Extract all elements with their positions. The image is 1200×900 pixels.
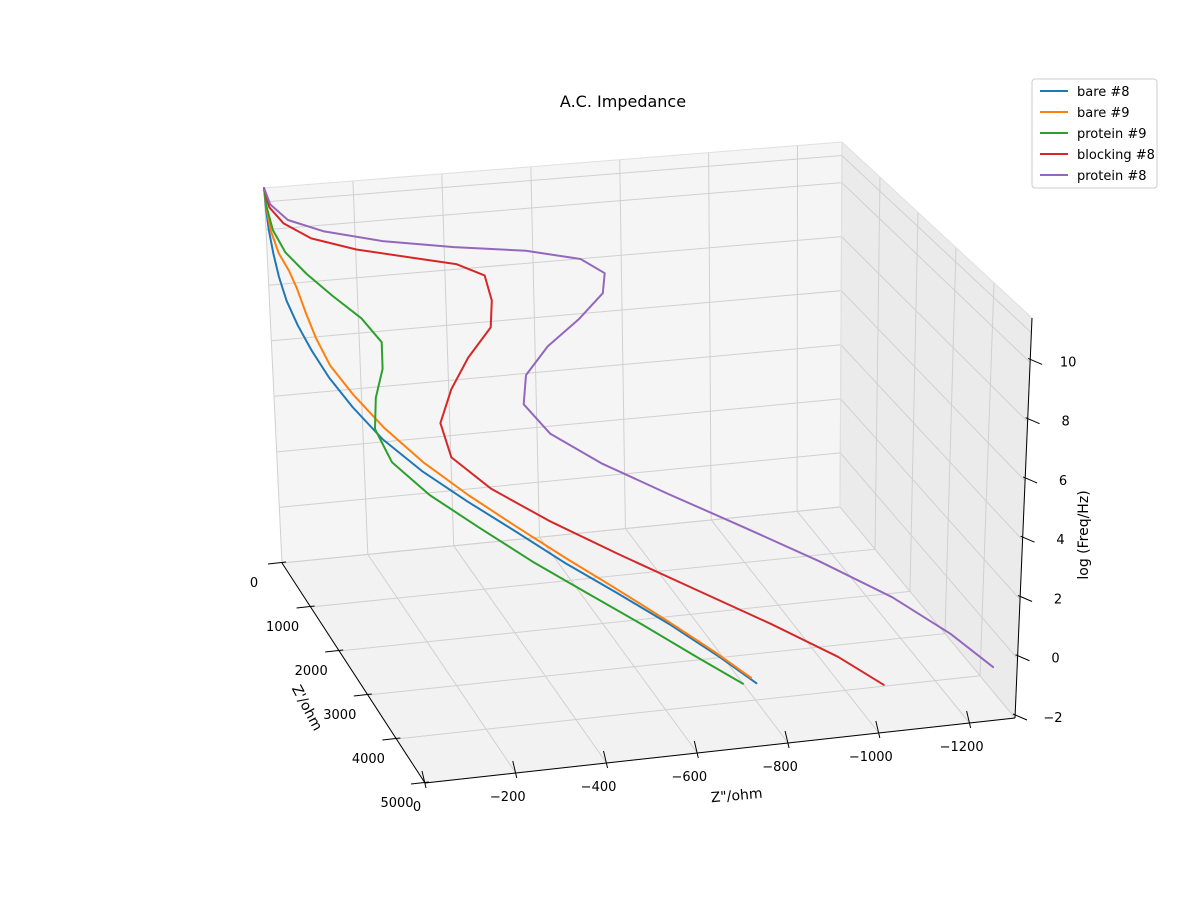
legend-label: protein #9 (1077, 127, 1147, 142)
y-tick (603, 750, 609, 769)
z-tick (1022, 476, 1038, 484)
legend-frame (1031, 78, 1158, 189)
z-tick (1012, 713, 1028, 721)
z-tick-label: 2 (1054, 592, 1062, 607)
x-tick (382, 737, 401, 741)
z-tick (1027, 357, 1043, 365)
y-tick-label: −400 (581, 780, 617, 795)
chart-title: A.C. Impedance (560, 92, 686, 111)
x-tick (267, 561, 287, 565)
x-tick-label: 2000 (295, 664, 328, 679)
x-tick (410, 781, 430, 785)
legend-label: bare #9 (1077, 106, 1130, 121)
z-tick (1020, 535, 1035, 543)
x-tick-label: 4000 (352, 752, 385, 767)
z-tick-label: 8 (1061, 415, 1069, 430)
y-tick-label: −1200 (940, 740, 984, 755)
y-tick (966, 710, 972, 729)
y-tick-label: −1000 (849, 750, 893, 765)
z-tick-label: −2 (1043, 711, 1062, 726)
x-tick-label: 3000 (323, 708, 356, 723)
x-tick (325, 649, 344, 653)
series-line-protein-8 (263, 187, 995, 669)
series-line-bare-9 (263, 187, 753, 679)
x-tick-label: 1000 (266, 620, 299, 635)
y-tick-label: −200 (490, 790, 526, 805)
y-tick-label: −600 (671, 770, 707, 785)
y-tick (693, 740, 699, 759)
floor-pane (282, 507, 1015, 783)
z-tick-label: 0 (1051, 652, 1059, 667)
legend-label: blocking #8 (1077, 148, 1155, 163)
x-axis-label: Z'/ohm (288, 683, 325, 734)
x-tick-label: 0 (250, 576, 258, 591)
y-tick-label: −800 (762, 760, 798, 775)
y-tick-label: 0 (413, 800, 421, 815)
series-line-protein-9 (263, 187, 744, 685)
y-tick (421, 770, 427, 789)
z-axis-line (1014, 317, 1033, 719)
series-line-bare-8 (263, 187, 758, 685)
x-axis-line (281, 562, 426, 784)
z-tick-label: 10 (1060, 355, 1077, 370)
y-tick (784, 730, 790, 749)
z-tick (1025, 417, 1040, 425)
x-tick-label: 5000 (380, 796, 413, 811)
legend-label: protein #8 (1077, 169, 1147, 184)
series-line-blocking-8 (263, 187, 885, 686)
pane-edge (839, 141, 843, 508)
z-tick-label: 4 (1056, 533, 1064, 548)
z-tick (1017, 595, 1033, 602)
z-axis-label: log (Freq/Hz) (1076, 490, 1092, 579)
back-pane (264, 142, 842, 563)
legend: bare #8 bare #9 protein #9 blocking #8 prote… (1031, 78, 1158, 189)
x-tick (353, 693, 372, 697)
y-tick (875, 720, 881, 739)
series-lines (263, 187, 995, 686)
z-tick (1015, 654, 1030, 662)
legend-label: bare #8 (1077, 85, 1130, 100)
y-axis-label: Z"/ohm (710, 786, 763, 806)
x-tick (296, 605, 315, 609)
y-axis-line (424, 717, 1016, 784)
z-tick-label: 6 (1059, 474, 1067, 489)
y-tick (512, 760, 518, 779)
